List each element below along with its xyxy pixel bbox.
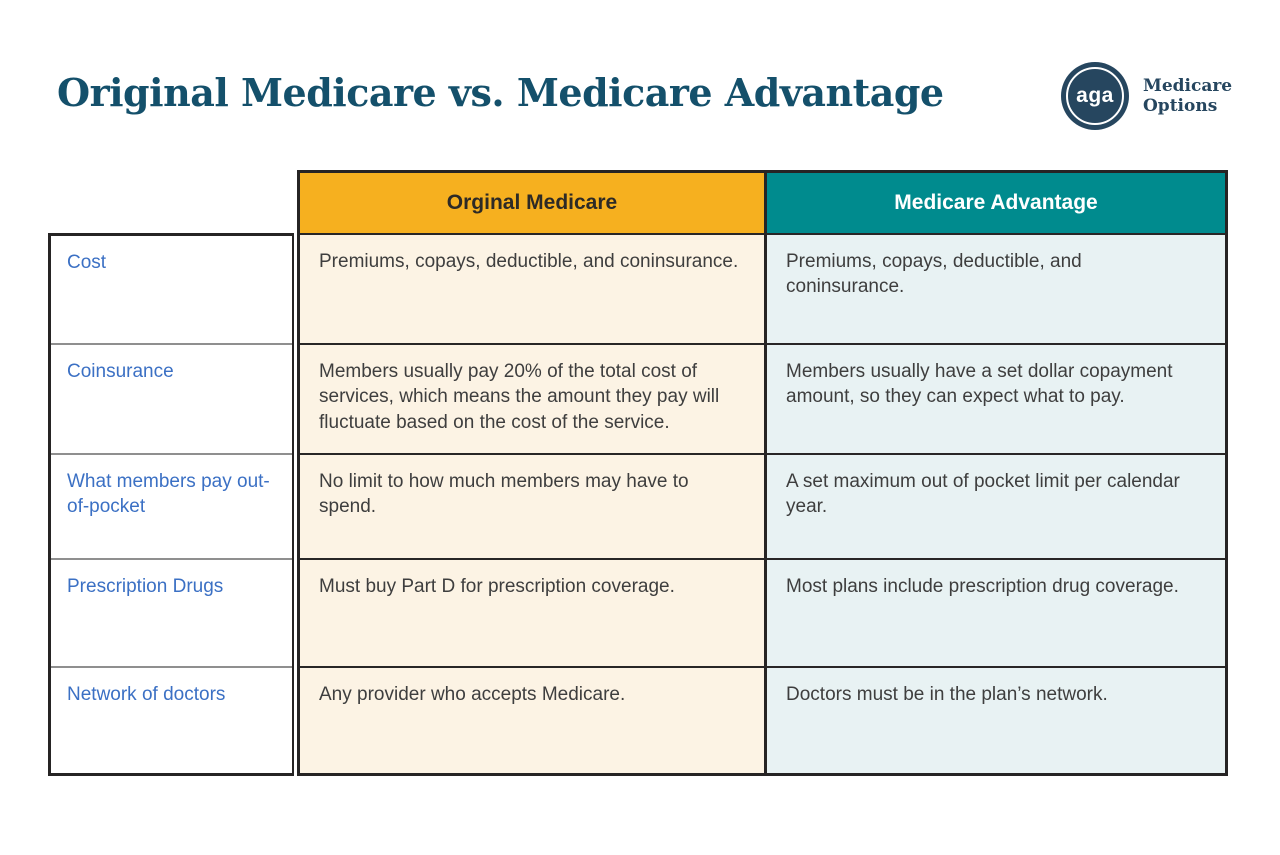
brand-name-line1: Medicare [1143,75,1233,96]
cell-network-advantage: Doctors must be in the plan’s network. [767,668,1225,773]
table-row: Members usually pay 20% of the total cos… [300,343,1225,453]
brand-name-line2: Options [1143,96,1218,116]
table-header-row: Orginal Medicare Medicare Advantage [300,173,1225,233]
cell-prescription-original: Must buy Part D for prescription coverag… [300,560,767,666]
brand-name: Medicare Options [1143,76,1232,116]
cell-network-original: Any provider who accepts Medicare. [300,668,767,773]
row-label-network-of-doctors: Network of doctors [51,666,292,773]
row-label-coinsurance: Coinsurance [51,343,292,453]
cell-out-of-pocket-advantage: A set maximum out of pocket limit per ca… [767,455,1225,558]
column-header-medicare-advantage: Medicare Advantage [767,173,1225,233]
column-header-original-medicare: Orginal Medicare [300,173,767,233]
cell-coinsurance-advantage: Members usually have a set dollar copaym… [767,345,1225,453]
row-label-out-of-pocket: What members pay out-of-pocket [51,453,292,558]
table-row: Any provider who accepts Medicare. Docto… [300,666,1225,773]
cell-out-of-pocket-original: No limit to how much members may have to… [300,455,767,558]
row-label-column: Cost Coinsurance What members pay out-of… [48,233,294,776]
cell-cost-original: Premiums, copays, deductible, and conins… [300,235,767,343]
aga-logo-icon: aga [1061,62,1129,130]
row-label-cost: Cost [67,252,107,273]
comparison-columns: Orginal Medicare Medicare Advantage Prem… [297,170,1228,776]
logo-monogram: aga [1076,84,1114,107]
table-row: Premiums, copays, deductible, and conins… [300,233,1225,343]
cell-coinsurance-original: Members usually pay 20% of the total cos… [300,345,767,453]
page-title: Original Medicare vs. Medicare Advantage [57,70,944,115]
comparison-table: Cost Coinsurance What members pay out-of… [48,170,1228,776]
row-label-prescription-drugs: Prescription Drugs [51,558,292,666]
logo-ring [1066,67,1124,125]
cell-cost-advantage: Premiums, copays, deductible, and conins… [767,235,1225,343]
table-row: Must buy Part D for prescription coverag… [300,558,1225,666]
cell-prescription-advantage: Most plans include prescription drug cov… [767,560,1225,666]
table-row: No limit to how much members may have to… [300,453,1225,558]
brand-logo: aga Medicare Options [1061,62,1232,130]
